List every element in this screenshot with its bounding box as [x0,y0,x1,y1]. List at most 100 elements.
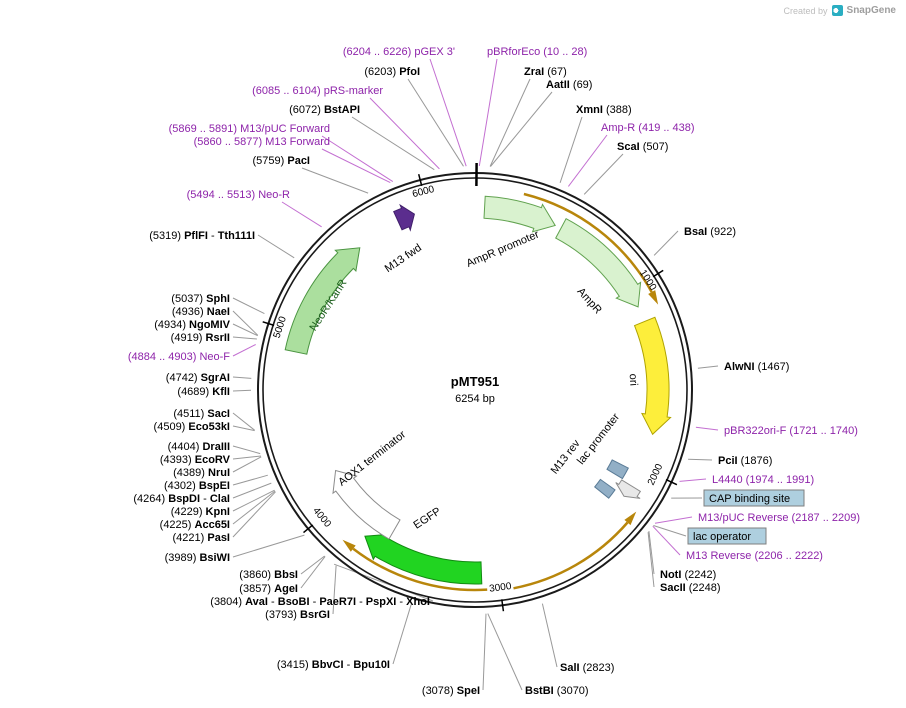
feature-label-ampr-promoter: AmpR promoter [465,228,541,270]
site-label-bsiwi[interactable]: (3989) BsiWI [165,552,230,564]
callout-line-ngomiv [232,323,258,337]
site-label-sacii[interactable]: SacII (2248) [660,582,721,594]
site-label-bbsi[interactable]: (3860) BbsI [239,569,298,581]
plasmid-size: 6254 bp [455,393,495,405]
site-label-m13-puc-reverse[interactable]: M13/pUC Reverse (2187 .. 2209) [698,512,860,524]
callout-line-sali [541,603,558,668]
site-label-xmni[interactable]: XmnI (388) [576,104,632,116]
tick-1000 [652,269,664,278]
site-label-sali[interactable]: SalI (2823) [560,662,614,674]
site-label-neo-f[interactable]: (4884 .. 4903) Neo-F [128,351,230,363]
feature-ampr[interactable] [555,218,642,308]
site-label-ecorv[interactable]: (4393) EcoRV [160,454,231,466]
box-cap-binding-site [703,489,805,507]
callout-line-bsrgi [332,565,337,615]
feature-neor-kanr[interactable] [284,247,361,355]
site-label-ngomiv[interactable]: (4934) NgoMIV [154,319,230,331]
site-label-neo-r[interactable]: (5494 .. 5513) Neo-R [187,189,290,201]
site-label-pbrforeco[interactable]: pBRforEco (10 .. 28) [487,46,587,58]
backbone-outer-circle [257,172,693,608]
site-label-pfoi[interactable]: (6203) PfoI [364,66,420,78]
callout-line-kpni [232,489,275,512]
site-label-acc65i[interactable]: (4225) Acc65I [160,519,230,531]
backbone-inner-circle [262,177,688,603]
callout-line-acc65i [232,490,276,525]
site-label-bspdi-clai[interactable]: (4264) BspDI - ClaI [133,493,230,505]
site-label-avai-bsobi-paer7i-pspxi-xhoi[interactable]: (3804) AvaI - BsoBI - PaeR7I - PspXI - X… [210,596,430,608]
site-label-bstbi[interactable]: BstBI (3070) [525,685,589,697]
feature-cap-binding-site[interactable] [606,459,629,480]
site-label-eco53ki[interactable]: (4509) Eco53kI [154,421,230,433]
callout-line-spei [482,613,487,691]
feature-label-lac-promoter: lac promoter [575,411,622,467]
feature-lac-operator[interactable] [593,478,616,499]
site-label-scai[interactable]: ScaI (507) [617,141,668,153]
callout-line-eco53ki [232,425,255,432]
orf-arrowhead-2 [624,511,637,526]
site-label-alwni[interactable]: AlwNI (1467) [724,361,789,373]
callout-line-sacii [647,532,655,588]
site-label-pasi[interactable]: (4221) PasI [173,532,231,544]
site-label-rsrii[interactable]: (4919) RsrII [171,332,230,344]
tick-label-4000: 4000 [310,506,333,530]
callout-line-pbr322ori-f [695,426,719,431]
callout-line-naei [232,310,259,336]
callout-line-noti [648,531,655,575]
site-label-zrai[interactable]: ZraI (67) [524,66,567,78]
site-label-draiii[interactable]: (4404) DraIII [168,441,230,453]
snapgene-icon [831,5,843,16]
callout-line-bspei [232,474,268,486]
site-label-pcii[interactable]: PciI (1876) [718,455,772,467]
site-label-pgex-3[interactable]: (6204 .. 6226) pGEX 3' [343,46,455,58]
site-label-agei[interactable]: (3857) AgeI [239,583,298,595]
box-label-cap-binding-site[interactable]: CAP binding site [709,493,790,505]
callout-line-nrui [232,456,262,473]
site-label-sgrai[interactable]: (4742) SgrAI [166,372,230,384]
site-label-kpni[interactable]: (4229) KpnI [171,506,230,518]
callout-line-pfoi [407,78,464,167]
watermark: Created by SnapGene [783,5,896,16]
site-label-bspei[interactable]: (4302) BspEI [164,480,230,492]
features-layer [284,195,672,585]
site-label-l4440[interactable]: L4440 (1974 .. 1991) [712,474,814,486]
site-label-pflfi-tth111i[interactable]: (5319) PflFI - Tth111I [149,230,255,242]
site-label-bbvci-bpu10i[interactable]: (3415) BbvCI - Bpu10I [277,659,390,671]
site-label-m13-forward[interactable]: (5860 .. 5877) M13 Forward [194,136,330,148]
callout-line-xmni [559,116,583,183]
site-label-naei[interactable]: (4936) NaeI [172,306,230,318]
site-label-bsrgi[interactable]: (3793) BsrGI [265,609,330,621]
feature-m13-fwd[interactable] [393,203,415,232]
callout-line-bsai [653,230,679,256]
feature-lac-promoter[interactable] [615,479,642,499]
site-label-pbr322ori-f[interactable]: pBR322ori-F (1721 .. 1740) [724,425,858,437]
site-label-amp-r[interactable]: Amp-R (419 .. 438) [601,122,695,134]
site-label-spei[interactable]: (3078) SpeI [422,685,480,697]
site-label-prs-marker[interactable]: (6085 .. 6104) pRS-marker [252,85,383,97]
callout-line-pbrforeco [478,58,498,167]
site-label-m13-puc-forward[interactable]: (5869 .. 5891) M13/pUC Forward [169,123,330,135]
feature-ampr-promoter[interactable] [483,195,556,233]
box-label-lac-operator[interactable]: lac operator [693,531,751,543]
callout-line-ecorv [232,455,261,460]
site-label-noti[interactable]: NotI (2242) [660,569,716,581]
site-label-kfli[interactable]: (4689) KflI [177,386,230,398]
feature-ori[interactable] [633,316,672,436]
callout-line-alwni [697,365,719,369]
callout-line-scai [583,153,624,195]
site-label-bstapi[interactable]: (6072) BstAPI [289,104,360,116]
site-label-saci[interactable]: (4511) SacI [173,408,230,420]
site-label-aatii[interactable]: AatII (69) [546,79,592,91]
feature-label-ori: ori [627,373,640,386]
site-label-m13-reverse[interactable]: M13 Reverse (2206 .. 2222) [686,550,823,562]
site-label-sphi[interactable]: (5037) SphI [171,293,230,305]
feature-egfp[interactable] [364,533,483,585]
site-label-nrui[interactable]: (4389) NruI [173,467,230,479]
callout-line-neo-f [232,344,256,357]
site-label-bsai[interactable]: BsaI (922) [684,226,736,238]
feature-aox1-terminator[interactable] [332,469,401,540]
watermark-created-by: Created by [783,5,828,16]
callout-line-pcii [688,458,713,461]
site-label-paci[interactable]: (5759) PacI [253,155,311,167]
callout-line-aatii [490,91,553,167]
